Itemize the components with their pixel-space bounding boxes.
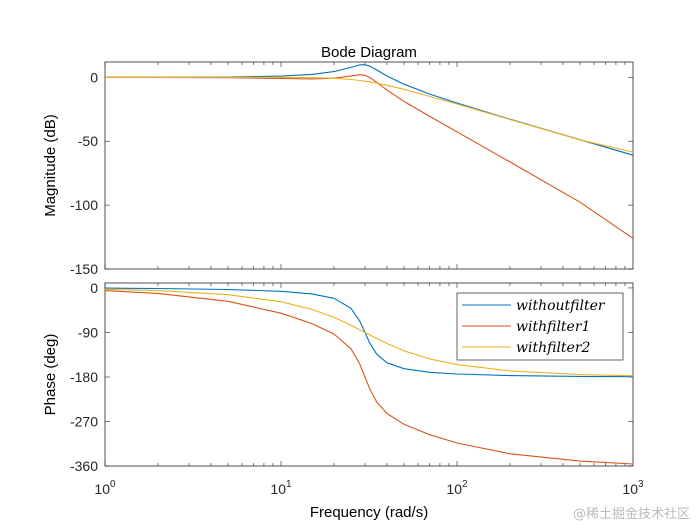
y-tick-label: -50 [78, 133, 98, 149]
series-line-with-filter2 [105, 76, 634, 153]
y-tick-label: -180 [70, 369, 98, 385]
y-tick-label: -360 [70, 458, 98, 474]
x-tick-label: 100 [94, 479, 116, 497]
series-line-with-filter2 [104, 288, 634, 377]
y-tick-label: -90 [78, 324, 98, 340]
axes-box [104, 61, 634, 270]
y-tick-label: 0 [90, 280, 98, 296]
x-axis-label: Frequency (rad/s) [310, 504, 428, 521]
y-tick-label: -270 [70, 413, 98, 429]
phase-axes: 0 -90 -180 -270 -360 Phase (deg) 100 101 102 103 F… [42, 280, 644, 521]
x-tick-label: 102 [446, 479, 468, 497]
x-tick-label: 103 [622, 479, 644, 497]
legend-label: withoutfilter [516, 298, 606, 314]
watermark: @稀土掘金技术社区 [572, 507, 690, 522]
y-tick-label: 0 [90, 69, 98, 85]
legend: withoutfilter withfilter1 withfilter2 [456, 292, 624, 361]
series-line-without-filter [104, 287, 634, 378]
legend-label: withfilter1 [516, 319, 590, 335]
chart-title: Bode Diagram [321, 44, 417, 61]
y-tick-label: -150 [70, 261, 98, 277]
y-tick-label: -100 [70, 197, 98, 213]
magnitude-axes: 0 -50 -100 -150 Magnitude (dB) Bode Diagram [42, 44, 634, 277]
series-line-with-filter1 [104, 74, 634, 239]
series-line-without-filter [105, 64, 634, 156]
y-axis-label: Phase (deg) [42, 334, 59, 416]
y-axis-label: Magnitude (dB) [42, 114, 59, 217]
series-line-with-filter1 [104, 290, 634, 465]
legend-label: withfilter2 [516, 340, 591, 356]
x-tick-label: 101 [270, 479, 292, 497]
